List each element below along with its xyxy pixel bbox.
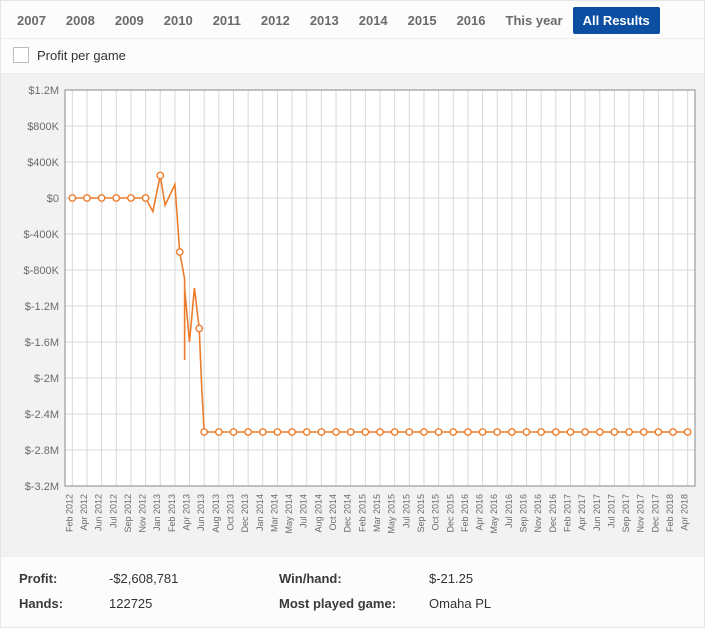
svg-text:$-1.6M: $-1.6M (25, 337, 59, 349)
tab-2015[interactable]: 2015 (398, 7, 447, 34)
svg-text:Dec 2013: Dec 2013 (240, 494, 250, 533)
svg-text:Oct 2013: Oct 2013 (225, 494, 235, 531)
svg-text:Jun 2013: Jun 2013 (196, 494, 206, 531)
svg-text:Feb 2017: Feb 2017 (562, 494, 572, 532)
svg-text:Aug 2013: Aug 2013 (211, 494, 221, 533)
svg-text:Jul 2015: Jul 2015 (401, 494, 411, 528)
svg-text:$-400K: $-400K (24, 229, 60, 241)
svg-text:Oct 2015: Oct 2015 (431, 494, 441, 531)
tab-this-year[interactable]: This year (496, 7, 573, 34)
tab-2008[interactable]: 2008 (56, 7, 105, 34)
tab-2011[interactable]: 2011 (203, 7, 251, 34)
profit-value: -$2,608,781 (109, 571, 279, 586)
svg-text:Apr 2016: Apr 2016 (475, 494, 485, 531)
svg-text:Mar 2015: Mar 2015 (372, 494, 382, 532)
svg-text:Apr 2018: Apr 2018 (680, 494, 690, 531)
options-bar: Profit per game (1, 39, 704, 74)
poker-results-panel: 2007200820092010201120122013201420152016… (0, 0, 705, 628)
svg-text:Dec 2016: Dec 2016 (548, 494, 558, 533)
svg-text:Feb 2016: Feb 2016 (460, 494, 470, 532)
svg-text:Dec 2017: Dec 2017 (650, 494, 660, 533)
svg-text:Dec 2015: Dec 2015 (445, 494, 455, 533)
svg-text:Jul 2012: Jul 2012 (108, 494, 118, 528)
svg-text:$-2M: $-2M (34, 373, 59, 385)
svg-text:Sep 2015: Sep 2015 (416, 494, 426, 533)
svg-text:$1.2M: $1.2M (28, 85, 59, 97)
year-tabs: 2007200820092010201120122013201420152016… (1, 1, 704, 39)
svg-text:Jul 2016: Jul 2016 (504, 494, 514, 528)
svg-text:$-2.8M: $-2.8M (25, 445, 59, 457)
svg-text:Nov 2012: Nov 2012 (138, 494, 148, 533)
svg-text:Dec 2014: Dec 2014 (343, 494, 353, 533)
stats-bar: Profit: -$2,608,781 Win/hand: $-21.25 Ha… (1, 556, 704, 627)
tab-2009[interactable]: 2009 (105, 7, 154, 34)
svg-text:Jan 2014: Jan 2014 (255, 494, 265, 531)
svg-text:Apr 2012: Apr 2012 (79, 494, 89, 531)
svg-text:Sep 2012: Sep 2012 (123, 494, 133, 533)
svg-text:$-1.2M: $-1.2M (25, 301, 59, 313)
svg-text:Aug 2014: Aug 2014 (313, 494, 323, 533)
profit-per-game-checkbox[interactable] (13, 47, 29, 63)
svg-text:Oct 2014: Oct 2014 (328, 494, 338, 531)
profit-label: Profit: (19, 571, 109, 586)
svg-text:Feb 2018: Feb 2018 (665, 494, 675, 532)
tab-2007[interactable]: 2007 (7, 7, 56, 34)
profit-chart: $1.2M $800K $400K $0 $-400K $-800K $-1.2M $-1.6… (7, 82, 700, 552)
svg-text:Feb 2012: Feb 2012 (64, 494, 74, 532)
svg-text:Jun 2017: Jun 2017 (592, 494, 602, 531)
svg-text:$400K: $400K (27, 157, 59, 169)
svg-text:$800K: $800K (27, 121, 59, 133)
svg-text:Feb 2015: Feb 2015 (357, 494, 367, 532)
tab-2016[interactable]: 2016 (447, 7, 496, 34)
chart-area: $1.2M $800K $400K $0 $-400K $-800K $-1.2M $-1.6… (1, 74, 704, 556)
tab-2013[interactable]: 2013 (300, 7, 349, 34)
svg-text:Jan 2013: Jan 2013 (152, 494, 162, 531)
svg-text:Sep 2016: Sep 2016 (519, 494, 529, 533)
profit-per-game-label: Profit per game (37, 48, 126, 63)
svg-text:May 2014: May 2014 (284, 494, 294, 534)
winhand-value: $-21.25 (429, 571, 686, 586)
svg-text:May 2016: May 2016 (489, 494, 499, 534)
svg-text:$-800K: $-800K (24, 265, 60, 277)
tab-all-results[interactable]: All Results (573, 7, 660, 34)
svg-text:Apr 2013: Apr 2013 (182, 494, 192, 531)
winhand-label: Win/hand: (279, 571, 429, 586)
svg-text:$-3.2M: $-3.2M (25, 481, 59, 493)
svg-text:Sep 2017: Sep 2017 (621, 494, 631, 533)
svg-text:$-2.4M: $-2.4M (25, 409, 59, 421)
svg-text:Nov 2016: Nov 2016 (533, 494, 543, 533)
svg-text:Jul 2017: Jul 2017 (606, 494, 616, 528)
svg-text:$0: $0 (47, 193, 59, 205)
svg-text:Feb 2013: Feb 2013 (167, 494, 177, 532)
svg-text:May 2015: May 2015 (387, 494, 397, 534)
tab-2012[interactable]: 2012 (251, 7, 300, 34)
svg-text:Apr 2017: Apr 2017 (577, 494, 587, 531)
svg-text:Mar 2014: Mar 2014 (269, 494, 279, 532)
tab-2014[interactable]: 2014 (349, 7, 398, 34)
svg-text:Jul 2014: Jul 2014 (299, 494, 309, 528)
tab-2010[interactable]: 2010 (154, 7, 203, 34)
svg-text:Jun 2012: Jun 2012 (94, 494, 104, 531)
svg-text:Nov 2017: Nov 2017 (636, 494, 646, 533)
